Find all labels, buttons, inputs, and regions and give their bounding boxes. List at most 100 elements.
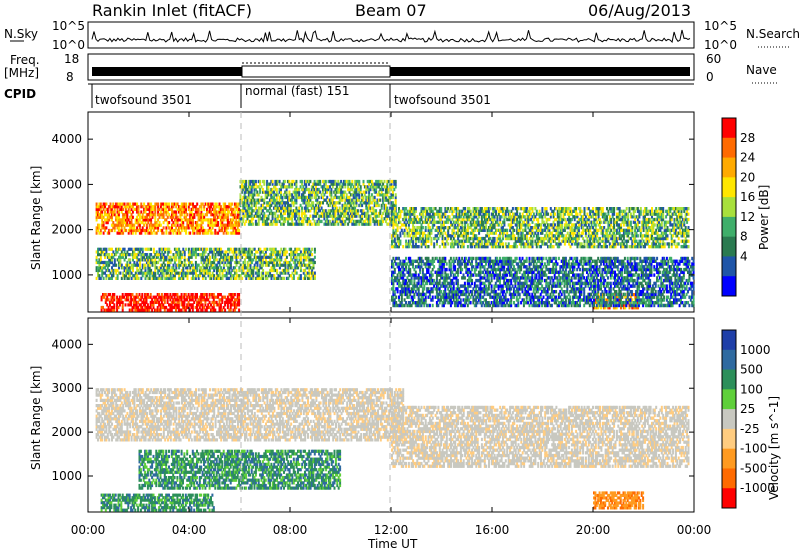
echo-cell (357, 209, 359, 212)
echo-cell (375, 209, 377, 212)
echo-cell (206, 248, 208, 251)
freq-bar-seg2 (242, 66, 390, 77)
echo-cell (284, 180, 286, 183)
nsky-tick-top: 10^5 (52, 19, 85, 33)
echo-cell (630, 221, 632, 224)
echo-cell (252, 223, 254, 226)
echo-cell (668, 242, 670, 245)
echo-cell (205, 277, 207, 280)
echo-cell (163, 226, 165, 229)
echo-cell (440, 207, 442, 210)
echo-cell (449, 215, 451, 218)
echo-cell (433, 242, 435, 245)
echo-cell (124, 248, 126, 251)
echo-cell (464, 207, 466, 210)
echo-cell (600, 221, 602, 224)
echo-cell (272, 180, 274, 183)
echo-cell (138, 205, 140, 208)
echo-cell (157, 203, 159, 206)
echo-cell (379, 199, 381, 202)
echo-cell (546, 207, 548, 210)
echo-cell (212, 232, 214, 235)
echo-cell (319, 180, 321, 183)
echo-cell (279, 180, 281, 183)
echo-cell (613, 207, 615, 210)
echo-cell (132, 216, 134, 219)
echo-cell (395, 193, 397, 196)
echo-cell (638, 221, 640, 224)
echo-cell (318, 196, 320, 199)
nave-tick-top: 60 (706, 52, 721, 66)
echo-cell (425, 226, 427, 229)
echo-cell (688, 245, 690, 248)
cpid-segment-2: normal (fast) 151 (245, 84, 349, 98)
echo-cell (518, 207, 520, 210)
echo-cell (321, 220, 323, 223)
echo-cell (98, 224, 100, 227)
echo-cell (577, 213, 579, 216)
date-title: 06/Aug/2013 (588, 1, 691, 20)
nsky-tick-top-right: 10^5 (704, 19, 737, 33)
freq-unit: [MHz] (4, 66, 39, 80)
echo-cell (637, 234, 639, 237)
echo-cell (662, 207, 664, 210)
echo-cell (415, 207, 417, 210)
cpid-segment-1: twofsound 3501 (95, 93, 192, 107)
echo-cell (678, 242, 680, 245)
nsky-tick-bottom: 10^0 (52, 38, 85, 52)
echo-cell (640, 207, 642, 210)
power-heatmap (88, 112, 695, 312)
echo-cell (430, 237, 432, 240)
echo-cell (301, 180, 303, 183)
echo-cell (217, 221, 219, 224)
echo-cell (236, 269, 238, 272)
echo-cell (114, 258, 116, 261)
echo-cell (674, 240, 676, 243)
echo-cell (186, 213, 188, 216)
echo-cell (138, 277, 140, 280)
echo-cell (513, 229, 515, 232)
echo-cell (428, 245, 430, 248)
echo-cell (163, 232, 165, 235)
echo-cell (245, 180, 247, 183)
echo-cell (105, 248, 107, 251)
echo-cell (311, 223, 313, 226)
echo-cell (103, 277, 105, 280)
echo-cell (150, 248, 152, 251)
echo-cell (105, 203, 107, 206)
echo-cell (581, 210, 583, 213)
echo-cell (467, 245, 469, 248)
nsky-panel-frame (88, 22, 694, 48)
freq-bar-seg3 (390, 67, 690, 76)
echo-cell (688, 226, 690, 229)
echo-cell (309, 215, 311, 218)
echo-cell (667, 234, 669, 237)
echo-cell (339, 207, 341, 210)
echo-cell (506, 229, 508, 232)
beam-title: Beam 07 (355, 1, 427, 20)
echo-cell (360, 185, 362, 188)
echo-cell (142, 248, 144, 251)
freq-label: Freq. (10, 53, 40, 67)
echo-cell (688, 207, 690, 210)
echo-cell (358, 180, 360, 183)
echo-cell (295, 180, 297, 183)
nsky-tick-bottom-right: 10^0 (704, 38, 737, 52)
freq-bar-seg1 (92, 67, 242, 76)
echo-cell (378, 204, 380, 207)
echo-cell (575, 207, 577, 210)
echo-cell (309, 180, 311, 183)
echo-cell (374, 196, 376, 199)
echo-cell (119, 272, 121, 275)
echo-cell (444, 226, 446, 229)
echo-cell (654, 223, 656, 226)
echo-cell (168, 203, 170, 206)
echo-cell (651, 207, 653, 210)
nave-tick-bottom: 0 (706, 70, 714, 84)
echo-cell (516, 245, 518, 248)
echo-cell (301, 207, 303, 210)
echo-cell (189, 232, 191, 235)
echo-cell (209, 256, 211, 259)
echo-cell (115, 264, 117, 267)
echo-cell (153, 248, 155, 251)
